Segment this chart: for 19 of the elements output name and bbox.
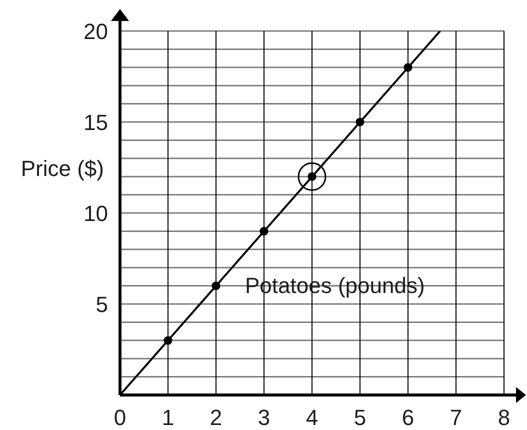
point (260, 226, 268, 236)
x-tick-label: 2 (210, 404, 222, 430)
x-tick-label: 5 (354, 404, 366, 430)
y-tick-label: 15 (84, 110, 108, 135)
point (404, 63, 412, 72)
y-tick-label: 5 (96, 292, 108, 317)
x-tick-label: 7 (450, 404, 462, 430)
y-tick-label: 10 (84, 200, 108, 226)
x-tick-label: 4 (306, 404, 318, 430)
x-tick-label: 6 (402, 404, 414, 430)
point (164, 336, 172, 345)
y-axis-title: Price ($) (20, 156, 104, 181)
x-tick-label: 3 (258, 404, 270, 430)
point (212, 282, 220, 290)
y-tick-label: 20 (84, 18, 108, 44)
x-tick-label: 1 (162, 404, 174, 430)
point (356, 118, 364, 126)
x-tick-label: 0 (114, 404, 126, 430)
x-tick-label: 8 (498, 404, 510, 430)
